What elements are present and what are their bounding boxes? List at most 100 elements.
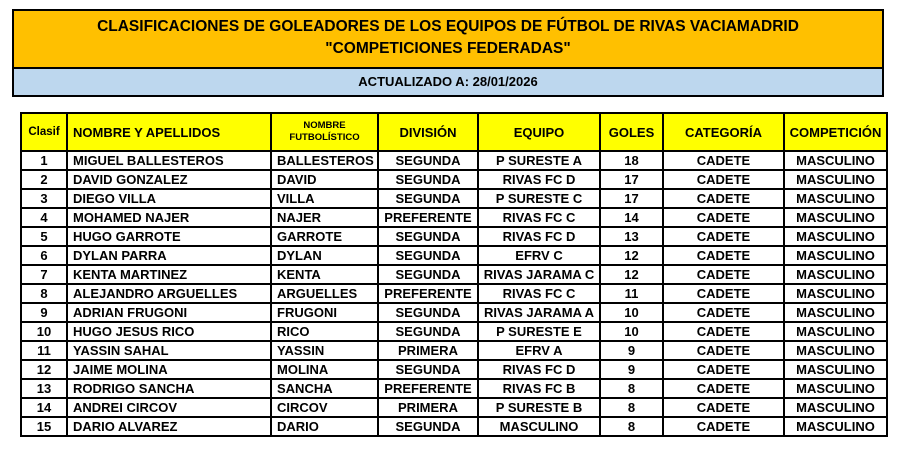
cell-division: SEGUNDA: [377, 226, 479, 247]
cell-futbolistico: DAVID: [270, 169, 379, 190]
cell-futbolistico: YASSIN: [270, 340, 379, 361]
cell-categoria: CADETE: [662, 264, 785, 285]
cell-categoria: CADETE: [662, 359, 785, 380]
col-header-clasif: Clasif: [20, 112, 68, 152]
cell-nombre: DIEGO VILLA: [66, 188, 272, 209]
cell-categoria: CADETE: [662, 416, 785, 437]
cell-clasif: 4: [20, 207, 68, 228]
table-row: 3 DIEGO VILLA VILLA SEGUNDA P SURESTE C 17 CAD…: [20, 188, 888, 209]
cell-goles: 12: [599, 245, 664, 266]
col-header-equipo: EQUIPO: [477, 112, 601, 152]
cell-nombre: YASSIN SAHAL: [66, 340, 272, 361]
cell-categoria: CADETE: [662, 302, 785, 323]
report-title-line1: CLASIFICACIONES DE GOLEADORES DE LOS EQU…: [97, 18, 799, 35]
cell-goles: 8: [599, 378, 664, 399]
cell-nombre: HUGO JESUS RICO: [66, 321, 272, 342]
cell-categoria: CADETE: [662, 150, 785, 171]
cell-equipo: RIVAS JARAMA C: [477, 264, 601, 285]
cell-goles: 17: [599, 169, 664, 190]
cell-competicion: MASCULINO: [783, 188, 888, 209]
col-header-goles: GOLES: [599, 112, 664, 152]
cell-equipo: RIVAS FC C: [477, 283, 601, 304]
cell-goles: 14: [599, 207, 664, 228]
cell-clasif: 6: [20, 245, 68, 266]
table-row: 7 KENTA MARTINEZ KENTA SEGUNDA RIVAS JARAMA …: [20, 264, 888, 285]
col-header-division: DIVISIÓN: [377, 112, 479, 152]
table-row: 5 HUGO GARROTE GARROTE SEGUNDA RIVAS FC D 13 C…: [20, 226, 888, 247]
cell-goles: 11: [599, 283, 664, 304]
cell-futbolistico: DARIO: [270, 416, 379, 437]
table-row: 11 YASSIN SAHAL YASSIN PRIMERA EFRV A 9 CADETE…: [20, 340, 888, 361]
cell-equipo: EFRV C: [477, 245, 601, 266]
cell-competicion: MASCULINO: [783, 359, 888, 380]
cell-division: SEGUNDA: [377, 416, 479, 437]
cell-categoria: CADETE: [662, 245, 785, 266]
table-row: 13 RODRIGO SANCHA SANCHA PREFERENTE RIVAS FC…: [20, 378, 888, 399]
cell-division: SEGUNDA: [377, 245, 479, 266]
table-row: 2 DAVID GONZALEZ DAVID SEGUNDA RIVAS FC D 17 C…: [20, 169, 888, 190]
cell-equipo: P SURESTE A: [477, 150, 601, 171]
cell-division: PREFERENTE: [377, 207, 479, 228]
cell-futbolistico: FRUGONI: [270, 302, 379, 323]
cell-futbolistico: MOLINA: [270, 359, 379, 380]
cell-categoria: CADETE: [662, 207, 785, 228]
cell-goles: 10: [599, 302, 664, 323]
cell-division: SEGUNDA: [377, 302, 479, 323]
cell-goles: 12: [599, 264, 664, 285]
cell-goles: 17: [599, 188, 664, 209]
scorers-table-body: 1 MIGUEL BALLESTEROS BALLESTEROS SEGUNDA P S…: [20, 150, 888, 437]
cell-nombre: ADRIAN FRUGONI: [66, 302, 272, 323]
cell-equipo: EFRV A: [477, 340, 601, 361]
cell-division: SEGUNDA: [377, 150, 479, 171]
table-row: 6 DYLAN PARRA DYLAN SEGUNDA EFRV C 12 CADETE MA…: [20, 245, 888, 266]
cell-futbolistico: KENTA: [270, 264, 379, 285]
table-header-row: Clasif NOMBRE Y APELLIDOS NOMBRE FUTBOLÍ…: [20, 112, 888, 152]
cell-goles: 9: [599, 340, 664, 361]
report-title-line2: "COMPETICIONES FEDERADAS": [325, 40, 571, 58]
col-header-competicion: COMPETICIÓN: [783, 112, 888, 152]
cell-division: PREFERENTE: [377, 378, 479, 399]
cell-categoria: CADETE: [662, 169, 785, 190]
cell-futbolistico: SANCHA: [270, 378, 379, 399]
cell-competicion: MASCULINO: [783, 226, 888, 247]
cell-division: SEGUNDA: [377, 188, 479, 209]
cell-nombre: RODRIGO SANCHA: [66, 378, 272, 399]
cell-futbolistico: BALLESTEROS: [270, 150, 379, 171]
cell-goles: 9: [599, 359, 664, 380]
cell-competicion: MASCULINO: [783, 264, 888, 285]
cell-goles: 13: [599, 226, 664, 247]
cell-categoria: CADETE: [662, 283, 785, 304]
cell-equipo: RIVAS JARAMA A: [477, 302, 601, 323]
col-header-futbolistico: NOMBRE FUTBOLÍSTICO: [270, 112, 379, 152]
cell-futbolistico: VILLA: [270, 188, 379, 209]
cell-clasif: 15: [20, 416, 68, 437]
cell-goles: 10: [599, 321, 664, 342]
cell-equipo: P SURESTE C: [477, 188, 601, 209]
cell-division: SEGUNDA: [377, 169, 479, 190]
cell-futbolistico: RICO: [270, 321, 379, 342]
cell-competicion: MASCULINO: [783, 378, 888, 399]
cell-competicion: MASCULINO: [783, 245, 888, 266]
cell-competicion: MASCULINO: [783, 150, 888, 171]
table-row: 12 JAIME MOLINA MOLINA SEGUNDA RIVAS FC D 9 CA…: [20, 359, 888, 380]
col-header-categoria: CATEGORÍA: [662, 112, 785, 152]
cell-goles: 8: [599, 416, 664, 437]
cell-categoria: CADETE: [662, 397, 785, 418]
cell-nombre: DYLAN PARRA: [66, 245, 272, 266]
cell-equipo: RIVAS FC B: [477, 378, 601, 399]
table-row: 1 MIGUEL BALLESTEROS BALLESTEROS SEGUNDA P S…: [20, 150, 888, 171]
cell-division: PRIMERA: [377, 397, 479, 418]
cell-equipo: RIVAS FC D: [477, 169, 601, 190]
cell-competicion: MASCULINO: [783, 397, 888, 418]
cell-competicion: MASCULINO: [783, 321, 888, 342]
cell-division: SEGUNDA: [377, 321, 479, 342]
cell-equipo: RIVAS FC C: [477, 207, 601, 228]
cell-futbolistico: CIRCOV: [270, 397, 379, 418]
cell-nombre: MIGUEL BALLESTEROS: [66, 150, 272, 171]
cell-clasif: 14: [20, 397, 68, 418]
report-banner: CLASIFICACIONES DE GOLEADORES DE LOS EQU…: [12, 9, 884, 97]
cell-clasif: 9: [20, 302, 68, 323]
cell-clasif: 5: [20, 226, 68, 247]
cell-futbolistico: GARROTE: [270, 226, 379, 247]
